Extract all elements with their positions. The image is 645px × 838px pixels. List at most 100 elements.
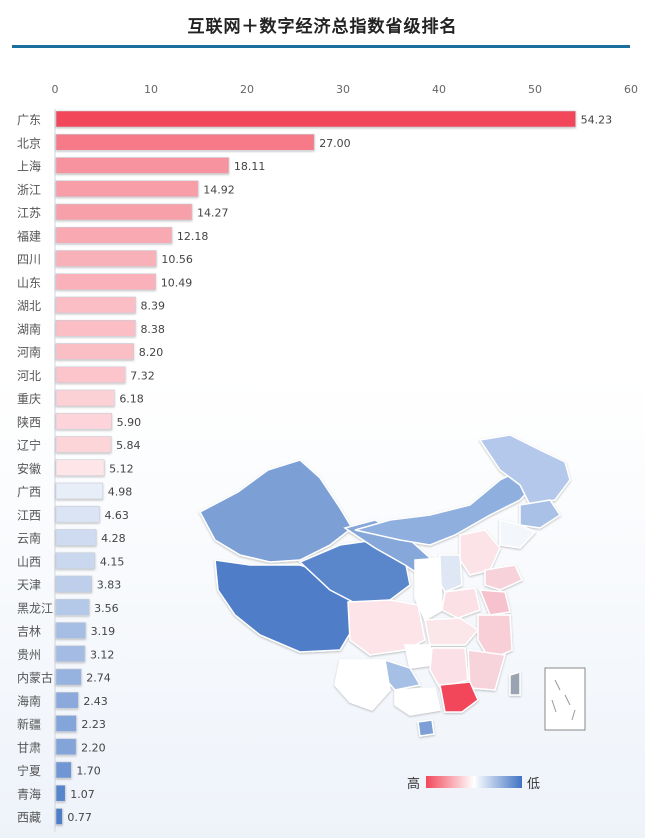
bar (55, 412, 112, 430)
category-label: 辽宁 (17, 438, 41, 453)
bar (55, 157, 230, 174)
value-label: 5.90 (117, 416, 142, 429)
bars: 广东 54.23 北京 27.00 上海 18.11 浙江 14.92 江苏 14.27 福建 12.… (17, 110, 613, 825)
bar (55, 343, 135, 360)
value-label: 2.74 (86, 672, 111, 685)
category-label: 湖南 (17, 321, 41, 336)
value-label: 4.98 (108, 486, 133, 499)
bar (55, 180, 199, 198)
value-label: 14.92 (203, 183, 235, 196)
category-label: 甘肃 (17, 741, 41, 755)
value-label: 8.39 (141, 300, 166, 313)
map-region-hubei (424, 617, 480, 646)
value-label: 2.23 (81, 718, 106, 731)
map-region-henan (441, 587, 481, 619)
bar (55, 319, 136, 337)
category-label: 陕西 (17, 414, 41, 429)
bar (55, 110, 576, 128)
value-label: 6.18 (119, 393, 144, 406)
category-label: 浙江 (17, 183, 41, 197)
bar (55, 529, 97, 546)
bar (55, 436, 112, 453)
category-label: 江苏 (17, 206, 41, 220)
bar (55, 645, 86, 663)
bar (55, 203, 193, 221)
category-label: 西藏 (17, 811, 41, 825)
x-tick-label: 60 (624, 83, 638, 96)
bar (55, 482, 104, 500)
bar (55, 784, 66, 802)
category-label: 河北 (17, 369, 41, 383)
bar (55, 808, 63, 825)
bar (55, 389, 115, 407)
map-region-jilin (519, 499, 562, 529)
value-label: 14.27 (197, 207, 229, 220)
x-tick-label: 30 (336, 83, 350, 96)
category-label: 天津 (17, 578, 41, 592)
bar (55, 296, 136, 314)
bar (55, 366, 126, 384)
category-label: 贵州 (17, 648, 41, 662)
bar (55, 668, 82, 686)
category-label: 云南 (17, 531, 41, 546)
category-label: 山西 (17, 555, 41, 569)
bar (55, 226, 173, 244)
category-label: 湖北 (17, 298, 41, 313)
map-region-liaoning (499, 519, 537, 549)
china-map (198, 434, 571, 737)
category-label: 江西 (17, 508, 41, 522)
value-label: 5.84 (116, 439, 140, 452)
value-label: 5.12 (109, 462, 134, 475)
value-label: 10.49 (161, 276, 193, 289)
map-region-taiwan (509, 670, 521, 696)
value-label: 2.20 (81, 741, 106, 754)
bar (55, 575, 93, 593)
value-label: 18.11 (234, 160, 266, 173)
value-label: 1.07 (70, 788, 95, 801)
value-label: 3.19 (91, 625, 116, 638)
x-tick-label: 50 (528, 83, 542, 96)
map-region-xizang (214, 559, 353, 653)
value-label: 3.56 (94, 602, 119, 615)
title-divider (12, 45, 630, 48)
value-label: 8.38 (140, 323, 165, 336)
category-label: 吉林 (17, 625, 41, 639)
value-label: 4.63 (104, 509, 129, 522)
value-label: 7.32 (130, 369, 155, 382)
value-label: 54.23 (581, 114, 613, 127)
value-label: 12.18 (177, 230, 209, 243)
page-title: 互联网＋数字经济总指数省级排名 (187, 17, 458, 37)
category-label: 福建 (17, 228, 41, 243)
category-label: 河南 (17, 345, 41, 360)
value-label: 4.15 (100, 555, 125, 568)
bar (55, 738, 77, 756)
legend-gradient-bar (426, 776, 522, 788)
map-region-qinghai (298, 539, 411, 604)
color-legend: 高 低 (407, 776, 540, 792)
map-region-xinjiang (198, 459, 353, 563)
map-region-shandong (484, 564, 523, 591)
map-region-guangdong (439, 681, 479, 713)
category-label: 广西 (17, 485, 41, 499)
bar (55, 691, 79, 709)
bar (55, 622, 86, 639)
category-label: 新疆 (17, 717, 41, 732)
legend-high-label: 高 (407, 776, 420, 792)
category-label: 四川 (17, 253, 41, 267)
category-label: 山东 (17, 276, 41, 290)
bar (55, 761, 72, 779)
bar (55, 273, 157, 291)
value-label: 0.77 (67, 811, 92, 824)
category-label: 重庆 (17, 392, 41, 406)
value-label: 10.56 (161, 253, 193, 266)
south-china-sea-inset (544, 667, 586, 731)
category-label: 内蒙古 (17, 670, 53, 685)
category-label: 宁夏 (17, 763, 41, 778)
value-label: 8.20 (139, 346, 164, 359)
value-label: 27.00 (319, 137, 351, 150)
map-region-guangxi (394, 687, 441, 716)
bar (55, 552, 96, 570)
x-tick-label: 0 (52, 83, 59, 96)
value-label: 2.43 (83, 695, 108, 708)
